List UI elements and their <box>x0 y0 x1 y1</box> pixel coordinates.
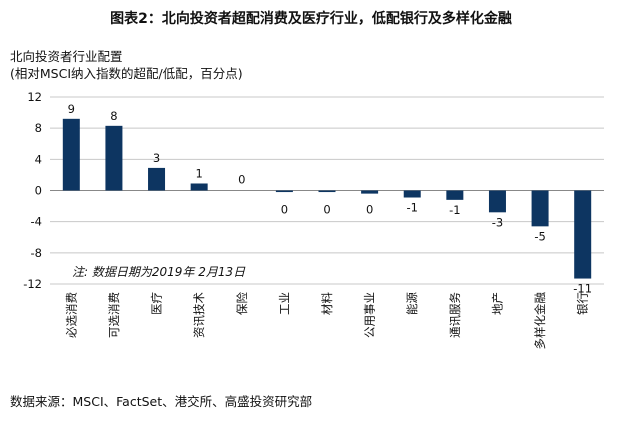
bar <box>318 190 336 193</box>
data-label: 9 <box>68 102 75 116</box>
category-label: 多样化金融 <box>533 292 547 350</box>
y-axis-title: 北向投资者行业配置 (相对MSCI纳入指数的超配/低配，百分点) <box>10 48 243 82</box>
y-tick-label: 12 <box>27 90 42 104</box>
data-label: 3 <box>153 151 160 165</box>
data-label: 0 <box>366 203 373 217</box>
category-label: 公用事业 <box>363 292 377 338</box>
chart-note: 注: 数据日期为2019年 2月13日 <box>72 265 246 279</box>
category-label: 医疗 <box>150 292 164 315</box>
y-tick-label: -12 <box>23 277 42 291</box>
category-label: 必选消费 <box>64 292 78 338</box>
y-axis-title-line1: 北向投资者行业配置 <box>10 49 123 64</box>
bar <box>148 167 166 191</box>
bar <box>403 190 421 198</box>
y-tick-label: -8 <box>31 246 42 260</box>
data-label: 0 <box>281 203 288 217</box>
data-label: 8 <box>110 109 117 123</box>
bar <box>275 190 293 193</box>
bar <box>361 190 379 194</box>
bar <box>446 190 464 200</box>
bar <box>574 190 592 279</box>
bar <box>105 125 123 191</box>
category-label: 通讯服务 <box>448 292 462 338</box>
y-axis-ticks: 12 8 4 0 -4 -8 -12 <box>23 90 42 291</box>
y-tick-label: -4 <box>31 215 42 229</box>
category-label: 地产 <box>490 292 504 315</box>
y-axis-title-line2: (相对MSCI纳入指数的超配/低配，百分点) <box>10 66 243 81</box>
bar <box>488 190 506 213</box>
data-label: -3 <box>492 215 503 229</box>
data-label: 1 <box>195 166 202 180</box>
category-label: 材料 <box>320 292 334 315</box>
category-label: 可选消费 <box>107 292 121 338</box>
category-label: 工业 <box>277 292 291 315</box>
data-label: 0 <box>323 203 330 217</box>
category-labels: 必选消费 可选消费 医疗 资讯技术 保险 工业 材料 公用事业 能源 通讯服务 地产 多样化金融 银行 <box>64 292 589 350</box>
source-footnote: 数据来源：MSCI、FactSet、港交所、高盛投资研究部 <box>10 394 313 409</box>
category-label: 能源 <box>405 292 419 315</box>
data-label: -5 <box>534 229 545 243</box>
category-label: 保险 <box>235 292 249 315</box>
category-label: 银行 <box>576 292 590 315</box>
y-tick-label: 0 <box>35 184 42 198</box>
bar <box>531 190 549 227</box>
data-label: -11 <box>573 282 592 296</box>
data-labels: 9 8 3 1 0 0 0 0 -1 -1 -3 -5 -11 <box>68 102 592 296</box>
data-label: -1 <box>406 201 417 215</box>
data-label: -1 <box>449 203 460 217</box>
category-label: 资讯技术 <box>192 292 206 338</box>
bars <box>62 118 592 279</box>
data-label: 0 <box>238 173 245 187</box>
y-tick-label: 8 <box>35 121 42 135</box>
y-tick-label: 4 <box>35 152 42 166</box>
bar <box>62 118 80 191</box>
chart-title: 图表2：北向投资者超配消费及医疗行业，低配银行及多样化金融 <box>110 11 512 27</box>
bar <box>190 183 208 191</box>
